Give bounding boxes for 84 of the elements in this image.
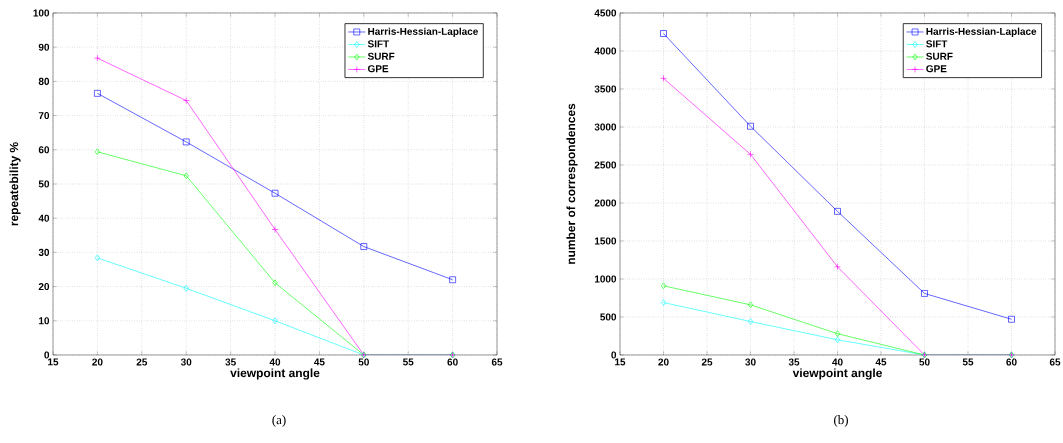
legend-label: GPE: [926, 65, 947, 73]
x-tick-label: 55: [402, 358, 414, 366]
x-tick-label: 15: [615, 358, 626, 366]
y-tick-label: 2000: [594, 199, 617, 207]
point: [449, 276, 456, 284]
point: [660, 75, 667, 82]
point: [272, 279, 278, 287]
y-tick-label: 10: [39, 317, 50, 325]
point: [272, 317, 278, 325]
point: [1008, 315, 1015, 323]
y-tick-label: 2500: [594, 161, 617, 169]
point: [921, 290, 928, 297]
text: (a): [272, 415, 286, 427]
x-tick-label: 45: [875, 358, 887, 366]
x-tick-label: 60: [447, 358, 458, 366]
point: [271, 226, 279, 233]
point: [360, 243, 368, 250]
x-tick-label: 20: [92, 358, 103, 366]
point: [834, 208, 841, 215]
legend-label: Harris-Hessian-Laplace: [368, 27, 478, 37]
point: [94, 54, 101, 62]
x-tick-label: 40: [832, 358, 843, 366]
point: [183, 172, 189, 180]
text: (b): [834, 415, 848, 427]
point: [94, 90, 101, 97]
x-axis-title: viewpoint angle: [230, 368, 320, 380]
x-tick-label: 50: [919, 358, 930, 366]
x-tick-label: 30: [745, 358, 756, 366]
y-axis-title: repeatebility %: [9, 142, 21, 226]
legend-label: GPE: [367, 65, 389, 73]
y-tick-label: 4000: [594, 47, 617, 55]
y-tick-label: 20: [38, 283, 50, 291]
legend-label: SURF: [367, 52, 395, 60]
point: [94, 254, 100, 262]
x-tick-label: 40: [269, 358, 281, 366]
point: [183, 284, 189, 292]
y-tick-label: 100: [33, 9, 50, 17]
legend-label: SIFT: [367, 40, 390, 48]
point: [660, 299, 667, 306]
y-tick-label: 90: [38, 43, 50, 51]
x-tick-label: 65: [491, 358, 503, 366]
y-tick-label: 3000: [594, 123, 617, 131]
legend-label: Harris-Hessian-Laplace: [926, 27, 1037, 37]
x-tick-label: 65: [1049, 358, 1061, 366]
y-tick-label: 70: [38, 112, 50, 120]
x-tick-label: 60: [1006, 358, 1017, 366]
y-axis-title: number of correspondences: [566, 103, 578, 264]
point: [182, 97, 190, 104]
y-tick-label: 80: [38, 77, 50, 85]
x-tick-label: 25: [701, 358, 713, 366]
y-tick-label: 0: [611, 351, 617, 359]
x-tick-label: 50: [358, 358, 369, 366]
x-tick-label: 45: [314, 358, 325, 366]
point: [834, 330, 841, 337]
y-tick-label: 4500: [594, 9, 617, 17]
x-tick-label: 35: [225, 358, 236, 366]
point: [182, 138, 190, 146]
y-tick-label: 50: [38, 180, 50, 188]
y-tick-label: 30: [38, 248, 50, 256]
y-tick-label: 500: [600, 313, 617, 321]
point: [747, 318, 754, 325]
x-tick-label: 25: [136, 358, 148, 366]
y-tick-label: 3500: [594, 85, 617, 93]
point: [94, 148, 100, 156]
point: [747, 122, 754, 130]
x-tick-label: 15: [48, 358, 59, 366]
y-tick-label: 1000: [594, 275, 617, 283]
x-tick-label: 55: [962, 358, 974, 366]
point: [747, 151, 754, 158]
point: [660, 282, 667, 290]
point: [834, 336, 841, 344]
y-tick-label: 0: [44, 351, 50, 359]
x-axis-title: viewpoint angle: [792, 368, 882, 380]
point: [747, 301, 754, 309]
x-tick-label: 30: [180, 358, 192, 366]
legend-label: SURF: [926, 52, 953, 60]
x-tick-label: 20: [658, 358, 669, 366]
point: [271, 189, 279, 197]
legend-label: SIFT: [926, 40, 948, 48]
y-tick-label: 1500: [594, 237, 617, 245]
x-tick-label: 35: [788, 358, 800, 366]
y-tick-label: 60: [38, 146, 50, 154]
point: [834, 263, 841, 271]
y-tick-label: 40: [38, 214, 50, 222]
